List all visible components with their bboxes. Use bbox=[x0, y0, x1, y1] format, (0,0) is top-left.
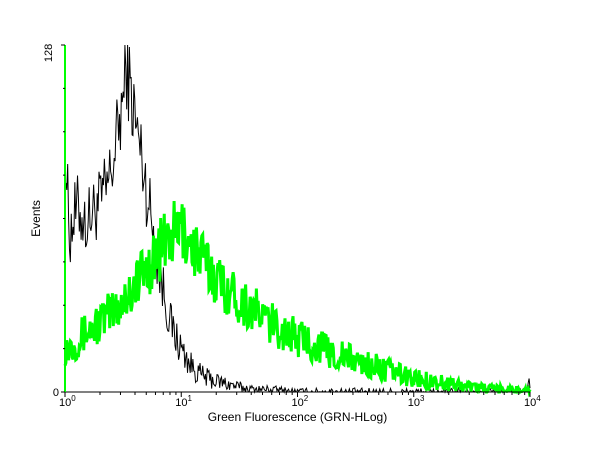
series-line-green bbox=[63, 201, 532, 398]
y-tick-label: 128 bbox=[43, 44, 55, 62]
x-tick-label: 100 bbox=[59, 394, 76, 409]
y-axis: 0 128 bbox=[43, 44, 66, 399]
x-axis-title: Green Fluorescence (GRN-HLog) bbox=[208, 410, 387, 424]
x-tick-label: 101 bbox=[175, 394, 192, 409]
x-tick-label: 102 bbox=[292, 394, 309, 409]
y-axis-title: Events bbox=[29, 200, 43, 237]
x-tick-label: 104 bbox=[524, 394, 541, 409]
y-ticks: 0 128 bbox=[43, 44, 65, 399]
series-line-black bbox=[64, 44, 531, 394]
x-ticks: 100 101 102 103 104 bbox=[59, 392, 541, 409]
x-axis: 100 101 102 103 104 bbox=[59, 391, 541, 409]
plot-area bbox=[63, 44, 532, 398]
y-tick-label: 0 bbox=[53, 387, 59, 399]
x-tick-label: 103 bbox=[408, 394, 425, 409]
